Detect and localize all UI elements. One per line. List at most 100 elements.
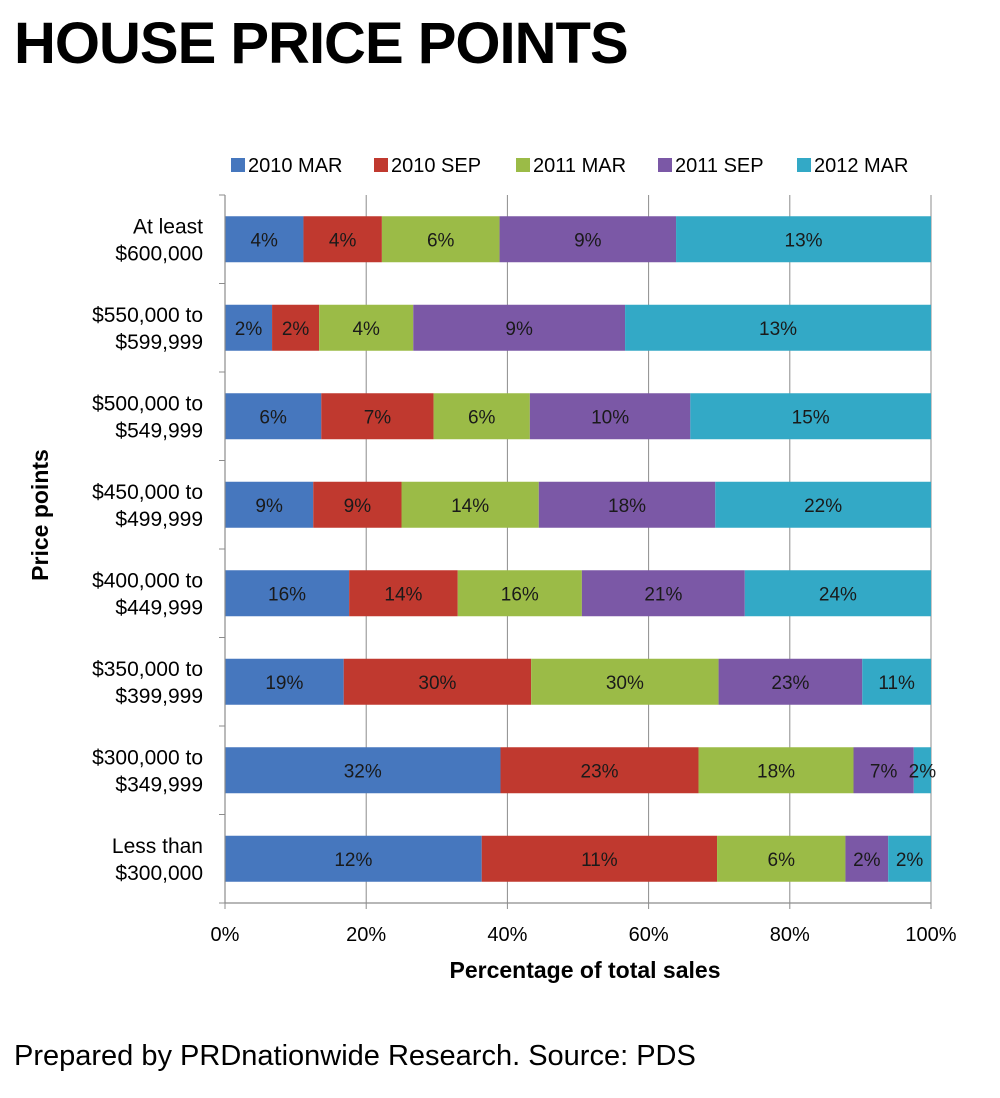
bar-value-label: 11% <box>581 850 618 871</box>
bar-segment <box>321 393 434 440</box>
stacked-bar-chart: 2010 MAR 2010 SEP 2011 MAR 2011 SEP 2012 MAR… <box>27 155 957 983</box>
bar-segment <box>538 481 716 528</box>
y-tick-label: $450,000 to $499,999 <box>92 481 203 531</box>
chart-bars: 4% 4% 6% 9% 13% 2% 2% 4% 9% 13% 6% 7% 6% 10% 15% 9% 9% 14… <box>225 216 936 882</box>
x-tick-label: 40% <box>487 924 527 946</box>
bar-value-label: 23% <box>581 761 619 782</box>
bar-segment <box>303 216 382 263</box>
legend-item: 2010 MAR <box>231 155 343 177</box>
legend-label: 2012 MAR <box>814 155 909 177</box>
bar-segment <box>272 304 320 351</box>
bar-segment <box>717 835 846 882</box>
bar-value-label: 23% <box>771 673 809 694</box>
x-tick-label: 0% <box>211 924 240 946</box>
y-tick-label: At least $600,000 <box>115 215 203 265</box>
bar-value-label: 10% <box>591 407 629 428</box>
bar-segment <box>225 570 350 617</box>
bar-value-label: 6% <box>427 230 455 251</box>
legend-label: 2010 MAR <box>248 155 343 177</box>
x-tick-label: 20% <box>346 924 386 946</box>
chart-axes: 0% 20% 40% 60% 80% 100% At least $600,000 $550,0… <box>92 194 957 946</box>
bar-value-label: 6% <box>468 407 496 428</box>
y-tick-label: Less than $300,000 <box>112 835 203 885</box>
bar-value-label: 22% <box>804 496 842 517</box>
bar-value-label: 30% <box>606 673 644 694</box>
bar-segment <box>343 658 532 705</box>
bar-segment <box>225 216 304 263</box>
bar-value-label: 4% <box>329 230 357 251</box>
bar-value-label: 21% <box>644 584 682 605</box>
bar-segment <box>718 658 863 705</box>
bar-value-label: 14% <box>451 496 489 517</box>
bar-value-label: 7% <box>870 761 898 782</box>
legend-item: 2011 SEP <box>658 155 764 177</box>
bar-segment <box>433 393 530 440</box>
bar-segment <box>853 747 914 794</box>
page-title: HOUSE PRICE POINTS <box>14 11 629 76</box>
bar-segment <box>413 304 626 351</box>
legend-swatch <box>231 158 245 172</box>
bar-value-label: 13% <box>785 230 823 251</box>
bar-segment <box>862 658 931 705</box>
chart-legend: 2010 MAR 2010 SEP 2011 MAR 2011 SEP 2012 MAR <box>231 155 909 177</box>
bar-segment <box>744 570 931 617</box>
bar-segment <box>225 393 322 440</box>
bar-segment <box>888 835 931 882</box>
legend-swatch <box>516 158 530 172</box>
bar-segment <box>401 481 539 528</box>
bar-value-label: 11% <box>878 673 915 694</box>
chart-gridlines <box>365 195 932 903</box>
bar-segment <box>531 658 719 705</box>
bar-value-label: 2% <box>896 850 924 871</box>
bar-value-label: 13% <box>759 319 797 340</box>
bar-value-label: 7% <box>364 407 392 428</box>
bar-segment <box>349 570 458 617</box>
bar-value-label: 2% <box>909 761 937 782</box>
bar-segment <box>381 216 500 263</box>
legend-swatch <box>797 158 811 172</box>
bar-segment <box>845 835 889 882</box>
legend-item: 2011 MAR <box>516 155 626 177</box>
bar-value-label: 14% <box>384 584 422 605</box>
legend-swatch <box>658 158 672 172</box>
y-tick-label: $300,000 to $349,999 <box>92 746 203 796</box>
y-tick-label: $550,000 to $599,999 <box>92 304 203 354</box>
bar-value-label: 16% <box>268 584 306 605</box>
bar-value-label: 18% <box>757 761 795 782</box>
bar-value-label: 18% <box>608 496 646 517</box>
bar-segment <box>319 304 414 351</box>
bar-segment <box>690 393 931 440</box>
legend-item: 2010 SEP <box>374 155 481 177</box>
y-tick-label: $400,000 to $449,999 <box>92 569 203 619</box>
y-tick-label: $500,000 to $549,999 <box>92 392 203 442</box>
bar-value-label: 4% <box>250 230 278 251</box>
bar-value-label: 4% <box>352 319 380 340</box>
y-tick-label: $350,000 to $399,999 <box>92 658 203 708</box>
bar-value-label: 15% <box>792 407 830 428</box>
y-axis-title: Price points <box>27 449 53 581</box>
bar-value-label: 9% <box>505 319 533 340</box>
bar-segment <box>715 481 931 528</box>
bar-segment <box>225 747 501 794</box>
bar-value-label: 24% <box>819 584 857 605</box>
bar-segment <box>581 570 745 617</box>
bar-value-label: 16% <box>501 584 539 605</box>
bar-value-label: 9% <box>344 496 372 517</box>
bar-segment <box>225 481 314 528</box>
bar-segment <box>225 658 344 705</box>
bar-value-label: 6% <box>259 407 287 428</box>
legend-item: 2012 MAR <box>797 155 909 177</box>
bar-segment <box>529 393 691 440</box>
bar-value-label: 32% <box>344 761 382 782</box>
bar-value-label: 2% <box>853 850 881 871</box>
bar-segment <box>457 570 582 617</box>
x-tick-label: 80% <box>770 924 810 946</box>
bar-value-label: 19% <box>265 673 303 694</box>
bar-segment <box>481 835 718 882</box>
bar-value-label: 30% <box>418 673 456 694</box>
bar-segment <box>225 304 273 351</box>
bar-value-label: 2% <box>235 319 263 340</box>
bar-segment <box>499 216 677 263</box>
bar-segment <box>313 481 402 528</box>
legend-label: 2011 SEP <box>675 155 764 177</box>
